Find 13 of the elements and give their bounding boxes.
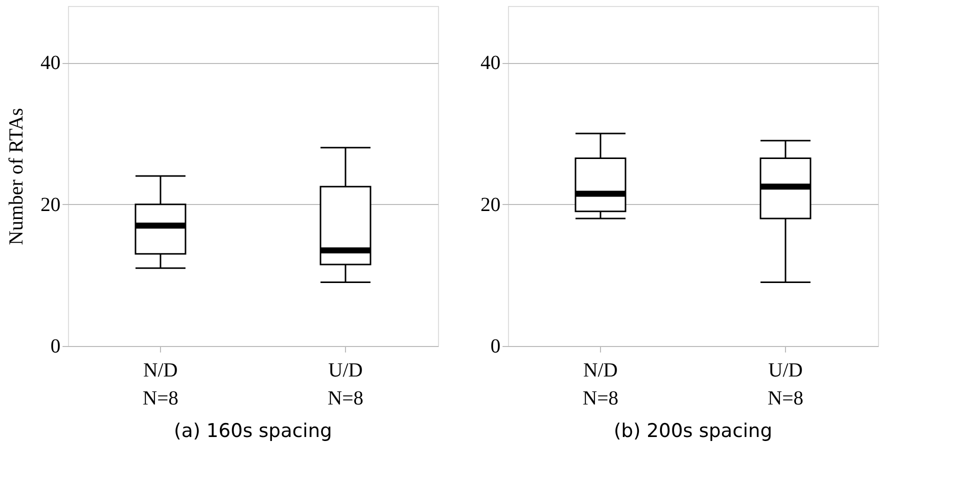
x-tick-label: N/D N=8	[582, 360, 618, 410]
x-tick-label: N/D N=8	[142, 360, 178, 410]
y-tick-label: 40	[480, 52, 500, 74]
x-tick-label: U/D N=8	[768, 360, 804, 410]
y-tick-label: 40	[40, 52, 60, 74]
y-tick-label: 0	[50, 336, 60, 358]
text: (a) 160s spacing	[174, 420, 332, 442]
y-tick-label: 20	[40, 194, 60, 216]
x-tick-label: U/D N=8	[328, 360, 364, 410]
text: (b) 200s spacing	[614, 420, 772, 442]
y-tick-label: 20	[480, 194, 500, 216]
y-axis-title: Number of RTAs	[6, 108, 28, 246]
y-tick-label: 0	[490, 336, 500, 358]
